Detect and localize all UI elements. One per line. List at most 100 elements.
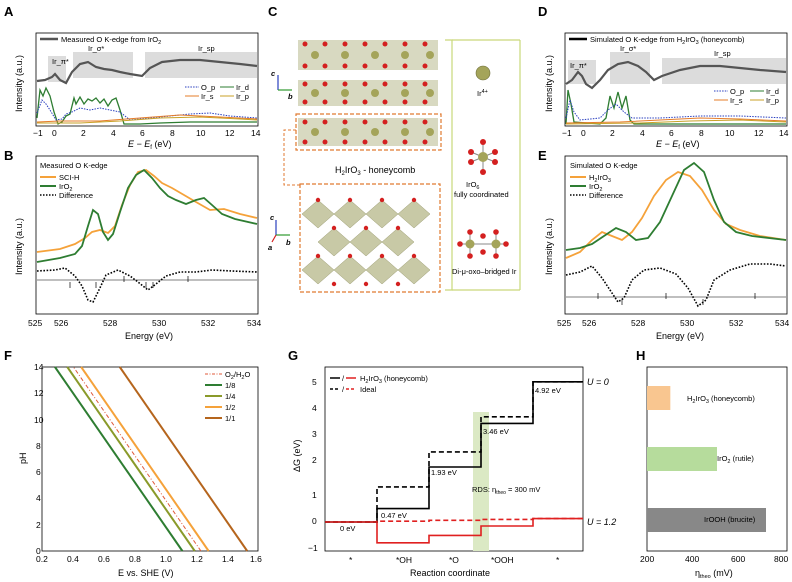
region-label-sp: Ir_sp xyxy=(198,44,215,53)
panel-label-d: D xyxy=(538,4,547,19)
tick: 0 xyxy=(52,128,57,138)
line-1-4 xyxy=(66,366,196,552)
step-h2iro3--honeycomb--u-1-2 xyxy=(325,517,583,544)
panel-b: B Measured O K-edge SCI-H IrO2 Differenc… xyxy=(4,148,261,341)
bar-2 xyxy=(647,508,766,532)
panel-label-f: F xyxy=(4,348,12,363)
iro6-octahedron-icon xyxy=(468,139,498,175)
tick: 0.2 xyxy=(36,554,48,564)
panel-f-lines xyxy=(54,366,249,552)
tick: 530 xyxy=(680,318,694,328)
legend-difference: Difference xyxy=(589,191,623,200)
legend-difference: Difference xyxy=(59,191,93,200)
panel-f-xlabel: E vs. SHE (V) xyxy=(118,568,174,578)
panel-g-xticks: * *OH *O *OOH * xyxy=(349,555,560,565)
panel-label-e: E xyxy=(538,148,547,163)
legend-irp: Ir_p xyxy=(236,92,249,101)
legend-ird: Ir_d xyxy=(766,87,779,96)
legend-o2h2o: O xyxy=(225,370,231,379)
tick: 2 xyxy=(36,520,41,530)
legend-11: 1/1 xyxy=(225,414,235,423)
panel-c: C c b H2IrO3 - honeycomb xyxy=(268,4,521,293)
tick: 200 xyxy=(640,554,654,564)
panel-d-ylabel: Intensity (a.u.) xyxy=(544,55,554,112)
svg-text:/: / xyxy=(342,385,345,394)
legend-op: O_p xyxy=(201,83,215,92)
tick: 1.4 xyxy=(222,554,234,564)
panel-d-xlabel: E − E xyxy=(656,139,679,149)
panel-b-frame xyxy=(35,155,259,315)
ir4-label: Ir xyxy=(477,89,482,98)
svg-text:E − Ef (eV): E − Ef (eV) xyxy=(656,139,699,151)
tick: 2 xyxy=(81,128,86,138)
rds-highlight xyxy=(473,412,489,551)
tick: 1.2 xyxy=(191,554,203,564)
bracket xyxy=(445,39,453,291)
ir-d-curve xyxy=(36,86,257,125)
svg-text:Simulated O K-edge from H2IrO3: Simulated O K-edge from H2IrO3 (honeycom… xyxy=(590,35,745,46)
panel-e-ylabel: Intensity (a.u.) xyxy=(544,218,554,275)
ir-s-curve xyxy=(36,114,258,123)
scih-curve xyxy=(36,169,258,253)
tick: 800 xyxy=(774,554,788,564)
tick: 526 xyxy=(582,318,596,328)
region-box xyxy=(73,52,133,78)
step-h2iro3--honeycomb- xyxy=(325,380,583,523)
label-u0: U = 0 xyxy=(587,377,609,387)
panel-label-h: H xyxy=(636,348,645,363)
panel-g-xlabel: Reaction coordinate xyxy=(410,568,490,578)
panel-f-frame xyxy=(41,366,259,552)
svg-text:IrO2: IrO2 xyxy=(59,182,72,193)
legend-h2iro3: H xyxy=(360,374,365,383)
panel-g-lines xyxy=(325,380,583,544)
panel-g-frame xyxy=(324,366,584,552)
o-p-curve xyxy=(36,99,258,121)
line-1-2 xyxy=(80,366,210,552)
svg-text:b: b xyxy=(288,92,293,101)
line-1-1 xyxy=(118,366,249,552)
svg-text:ηtheo (mV): ηtheo (mV) xyxy=(695,568,733,580)
tick: 6 xyxy=(36,467,41,477)
measured-curve xyxy=(36,58,258,85)
tick: 14 xyxy=(251,128,261,138)
step-ideal xyxy=(325,380,583,523)
tick: 400 xyxy=(685,554,699,564)
panel-h-bars xyxy=(647,386,766,532)
tick: 2 xyxy=(610,128,615,138)
svg-text:H2IrO3 (honeycomb): H2IrO3 (honeycomb) xyxy=(360,374,428,385)
tick: 530 xyxy=(152,318,166,328)
tick: 8 xyxy=(699,128,704,138)
legend-12: 1/2 xyxy=(225,403,235,412)
panel-b-title: Measured O K-edge xyxy=(40,161,108,170)
tick: 532 xyxy=(729,318,743,328)
panel-g: G / H2IrO3 (honeycomb) / Ideal 0 eV 0.47… xyxy=(288,348,616,578)
tick: 6 xyxy=(140,128,145,138)
ir-atom-icon xyxy=(475,65,491,81)
tick: 528 xyxy=(103,318,117,328)
tick: 10 xyxy=(196,128,206,138)
tick: 5 xyxy=(312,377,317,387)
panel-d: D Simulated O K-edge from H2IrO3 (honeyc… xyxy=(538,4,789,151)
svg-text:b: b xyxy=(286,238,291,247)
tick: 0.4 xyxy=(67,554,79,564)
tick: 12 xyxy=(225,128,235,138)
tick: 600 xyxy=(731,554,745,564)
ir-s-curve xyxy=(565,117,787,124)
svg-text:O2/H2O: O2/H2O xyxy=(225,370,250,381)
layered-structure xyxy=(298,40,438,146)
legend-irs: Ir_s xyxy=(730,96,743,105)
label-346: 3.46 eV xyxy=(483,427,509,436)
tick: 10 xyxy=(34,415,44,425)
panel-e-frame xyxy=(564,155,788,315)
panel-e-xticks: 525 526 528 530 532 534 xyxy=(557,318,789,328)
panel-a-ylabel: Intensity (a.u.) xyxy=(14,55,24,112)
tick: −1 xyxy=(562,128,572,138)
svg-text:RDS: ηtheo = 300 mV: RDS: ηtheo = 300 mV xyxy=(472,485,540,496)
panel-e: E Simulated O K-edge H2IrO3 IrO2 Differe… xyxy=(538,148,789,341)
tick: 0 xyxy=(581,128,586,138)
tick: 1.0 xyxy=(160,554,172,564)
legend-ird: Ir_d xyxy=(236,83,249,92)
tick: −1 xyxy=(33,128,43,138)
panel-h: H H2IrO3 (honeycomb) IrO2 (rutile) IrOOH… xyxy=(636,348,788,580)
di-oxo-dimer-icon xyxy=(457,229,509,259)
